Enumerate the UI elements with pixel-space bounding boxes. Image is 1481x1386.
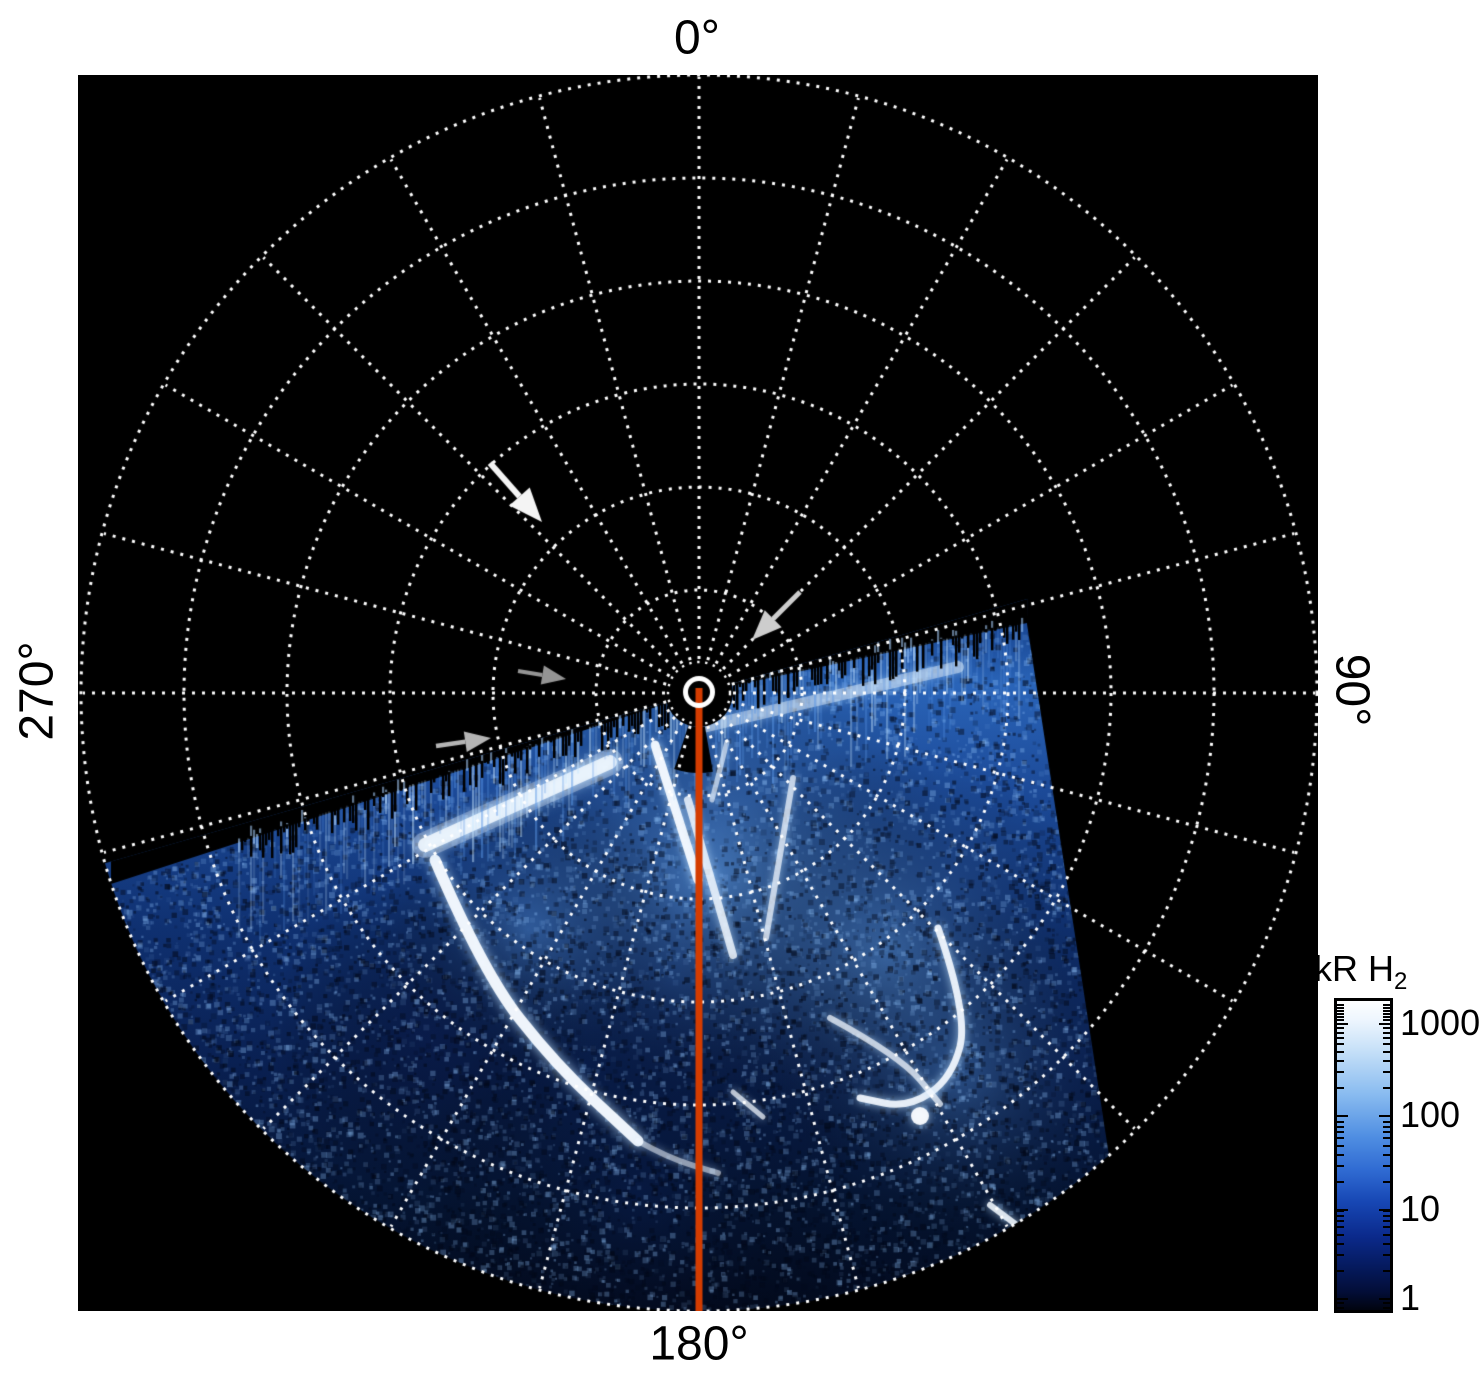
colorbar-tick	[1383, 1012, 1390, 1015]
colorbar-tick	[1337, 1210, 1344, 1213]
angle-label-180: 180°	[649, 1317, 749, 1371]
colorbar-tick-label: 1	[1400, 1277, 1421, 1318]
colorbar-tick	[1337, 1015, 1344, 1018]
colorbar-tick	[1337, 1006, 1344, 1009]
colorbar-tick	[1337, 1220, 1344, 1223]
colorbar-tick	[1383, 1027, 1390, 1030]
colorbar-tick	[1379, 1023, 1390, 1025]
colorbar-tick	[1337, 1121, 1344, 1124]
colorbar-tick	[1383, 1131, 1390, 1134]
colorbar-tick	[1383, 1006, 1390, 1009]
colorbar-tick	[1337, 1242, 1344, 1245]
colorbar-tick	[1337, 1059, 1344, 1062]
colorbar-tick	[1379, 1209, 1390, 1211]
colorbar-tick	[1337, 1226, 1344, 1229]
angle-label-0: 0°	[674, 11, 720, 65]
colorbar-tick	[1337, 1233, 1344, 1236]
colorbar-tick	[1383, 1059, 1390, 1062]
colorbar-tick	[1337, 1153, 1344, 1156]
colorbar-tick	[1383, 1050, 1390, 1053]
colorbar-tick	[1383, 1220, 1390, 1223]
colorbar-tick	[1383, 1121, 1390, 1124]
colorbar-tick	[1383, 1270, 1390, 1273]
colorbar-tick	[1337, 1023, 1348, 1025]
colorbar-tick	[1379, 1298, 1390, 1300]
colorbar-tick	[1337, 1306, 1344, 1309]
colorbar-tick	[1383, 1226, 1390, 1229]
colorbar-tick	[1337, 1031, 1344, 1034]
colorbar-tick	[1337, 1137, 1344, 1140]
colorbar-tick	[1337, 1115, 1348, 1117]
colorbar-tick	[1383, 1043, 1390, 1046]
colorbar-tick	[1383, 1165, 1390, 1168]
colorbar-tick	[1383, 1031, 1390, 1034]
colorbar-tick	[1383, 1153, 1390, 1156]
colorbar-tick-label: 1000	[1400, 1002, 1481, 1043]
colorbar-tick	[1337, 1012, 1344, 1015]
colorbar-tick-label: 10	[1400, 1188, 1441, 1229]
angle-label-270: 270°	[10, 641, 64, 741]
colorbar-tick	[1337, 1165, 1344, 1168]
colorbar-tick	[1383, 1306, 1390, 1309]
colorbar-tick	[1383, 1009, 1390, 1012]
colorbar-tick	[1383, 1071, 1390, 1074]
colorbar-tick-label: 100	[1400, 1094, 1461, 1135]
colorbar-tick	[1383, 1087, 1390, 1090]
colorbar-tick	[1337, 1254, 1344, 1257]
colorbar-tick	[1383, 1181, 1390, 1184]
colorbar-tick	[1383, 1004, 1390, 1007]
colorbar-tick	[1337, 1050, 1344, 1053]
colorbar-tick	[1383, 1302, 1390, 1305]
colorbar-tick	[1383, 1214, 1390, 1217]
polar-aurora-plot-canvas	[78, 75, 1318, 1311]
colorbar-tick	[1337, 1302, 1344, 1305]
colorbar-tick	[1337, 1125, 1344, 1128]
colorbar-tick	[1337, 1037, 1344, 1040]
colorbar-tick	[1337, 1027, 1344, 1030]
colorbar-tick	[1379, 1115, 1390, 1117]
colorbar-tick	[1337, 1270, 1344, 1273]
angle-label-90: 90°	[1325, 653, 1379, 727]
colorbar-tick	[1337, 1209, 1348, 1211]
colorbar-tick	[1383, 1019, 1390, 1022]
colorbar-tick	[1337, 1009, 1344, 1012]
colorbar-tick	[1383, 1015, 1390, 1018]
colorbar-tick	[1383, 1210, 1390, 1213]
colorbar-tick	[1383, 1144, 1390, 1147]
colorbar-tick	[1383, 1137, 1390, 1140]
colorbar-tick	[1337, 1144, 1344, 1147]
colorbar-tick	[1337, 1043, 1344, 1046]
colorbar-tick	[1337, 1071, 1344, 1074]
colorbar-tick	[1383, 1242, 1390, 1245]
colorbar-tick	[1337, 1019, 1344, 1022]
colorbar-tick	[1337, 1004, 1344, 1007]
colorbar-tick	[1337, 1181, 1344, 1184]
colorbar-tick	[1383, 1233, 1390, 1236]
colorbar-tick	[1337, 1298, 1348, 1300]
colorbar-tick	[1383, 1037, 1390, 1040]
colorbar-tick	[1337, 1131, 1344, 1134]
colorbar-tick	[1383, 1254, 1390, 1257]
colorbar-title: kR H2	[1314, 948, 1408, 996]
colorbar-tick	[1337, 1214, 1344, 1217]
colorbar-tick	[1383, 1125, 1390, 1128]
colorbar-tick	[1337, 1087, 1344, 1090]
